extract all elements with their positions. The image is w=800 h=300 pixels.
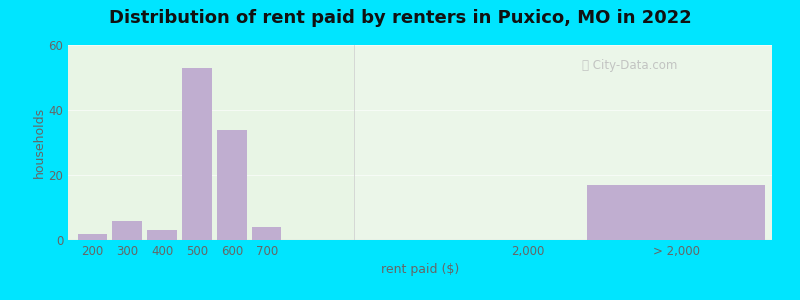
X-axis label: rent paid ($): rent paid ($) — [381, 263, 459, 276]
Bar — [217, 130, 246, 240]
Text: Ⓜ City-Data.com: Ⓜ City-Data.com — [582, 58, 678, 72]
Y-axis label: households: households — [33, 107, 46, 178]
Bar — [252, 227, 282, 240]
Bar — [147, 230, 177, 240]
Bar — [113, 220, 142, 240]
Bar — [587, 185, 765, 240]
Bar — [182, 68, 212, 240]
Bar — [354, 45, 782, 240]
Bar — [78, 233, 107, 240]
Text: Distribution of rent paid by renters in Puxico, MO in 2022: Distribution of rent paid by renters in … — [109, 9, 691, 27]
